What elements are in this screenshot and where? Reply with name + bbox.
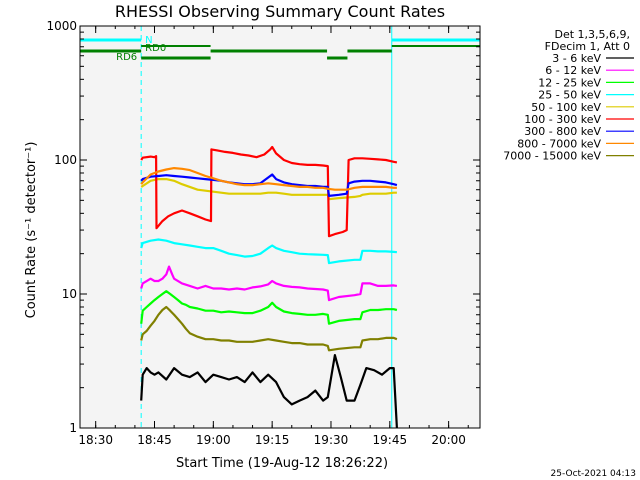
y-tick-label-2: 100 [54,153,77,167]
x-tick-label-0: 18:30 [78,433,113,447]
x-tick-label-4: 19:30 [314,433,349,447]
state-label-3: RD6 [116,52,137,63]
x-axis-label: Start Time (19-Aug-12 18:26:22) [176,456,388,471]
x-tick-label-2: 19:00 [196,433,231,447]
series-line-8 [140,305,398,352]
legend-label-2: 12 - 25 keV [538,76,601,89]
y-tick-label-3: 1000 [46,19,77,33]
footer-timestamp: 25-Oct-2021 04:13 [551,469,636,479]
series-line-2 [140,290,398,325]
y-tick-label-1: 10 [62,287,77,301]
legend-label-3: 25 - 50 keV [538,89,601,102]
legend-label-4: 50 - 100 keV [531,101,601,114]
plot-background [80,26,480,428]
legend-label-5: 100 - 300 keV [524,113,601,126]
plot-area [80,26,480,428]
axes [79,25,481,429]
series-line-3 [140,238,398,265]
legend-label-7: 800 - 7000 keV [517,137,601,150]
tick-labels: 18:30 18:45 19:00 19:15 19:30 19:45 20:00 1 10 10… [46,19,465,447]
x-tick-label-6: 20:00 [431,433,466,447]
series-line-5 [140,145,398,238]
legend-label-8: 7000 - 15000 keV [503,150,601,163]
legend-label-1: 6 - 12 keV [545,64,601,77]
legend-header-1: FDecim 1, Att 0 [545,40,630,53]
legend-label-0: 3 - 6 keV [552,52,601,65]
series-line-6 [140,173,398,197]
state-label-0: N [145,35,152,46]
series-line-7 [140,167,397,191]
state-label-1: RD0 [145,43,166,54]
series-line-4 [140,178,397,201]
x-tick-label-3: 19:15 [255,433,290,447]
y-axis-label: Count Rate (s⁻¹ detector⁻¹) [24,142,39,319]
legend: Det 1,3,5,6,9,FDecim 1, Att 03 - 6 keV6 … [503,28,634,163]
chart-title: RHESSI Observing Summary Count Rates [115,2,445,21]
x-tick-label-5: 19:45 [373,433,408,447]
series-lines [140,145,398,429]
x-tick-label-1: 18:45 [137,433,172,447]
legend-header-0: Det 1,3,5,6,9, [554,28,630,41]
series-line-0 [140,354,398,429]
y-tick-label-0: 1 [69,421,77,435]
series-line-1 [140,265,398,302]
legend-label-6: 300 - 800 keV [524,125,601,138]
plot-frame [79,25,481,429]
